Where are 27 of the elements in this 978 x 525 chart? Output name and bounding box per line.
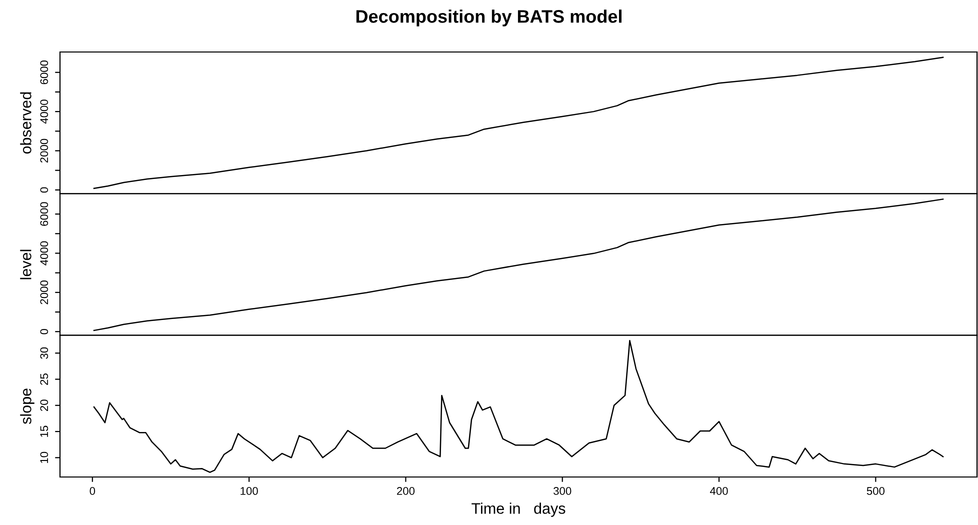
x-tick-label: 100 (240, 487, 258, 495)
y-tick-label: 15 (40, 426, 48, 437)
y-tick-label: 25 (40, 374, 48, 385)
x-axis-title: Time in days (472, 502, 566, 517)
y-axis-title: level (20, 250, 32, 280)
y-tick-label: 2000 (40, 138, 48, 163)
y-axis-title: observed (20, 92, 32, 154)
y-tick-label: 0 (40, 328, 48, 334)
y-tick-label: 6000 (40, 202, 48, 226)
y-tick-label: 2000 (40, 280, 48, 304)
y-tick-label: 30 (40, 347, 48, 359)
y-tick-label: 10 (40, 452, 48, 463)
y-tick-label: 0 (40, 187, 48, 193)
y-tick-label: 6000 (40, 60, 48, 84)
x-tick-label: 200 (397, 487, 415, 495)
x-tick-label: 0 (90, 487, 96, 495)
line-series (93, 340, 944, 473)
y-tick-label: 4000 (40, 100, 48, 124)
y-axis-title: slope (20, 388, 34, 424)
x-tick-label: 400 (710, 487, 728, 495)
y-tick-label: 20 (40, 400, 48, 411)
line-series (93, 198, 944, 332)
x-tick-label: 300 (554, 487, 572, 495)
line-series (93, 56, 944, 189)
x-tick-label: 500 (866, 487, 885, 495)
chart-title: Decomposition by BATS model (356, 10, 622, 26)
y-tick-label: 4000 (40, 241, 48, 266)
